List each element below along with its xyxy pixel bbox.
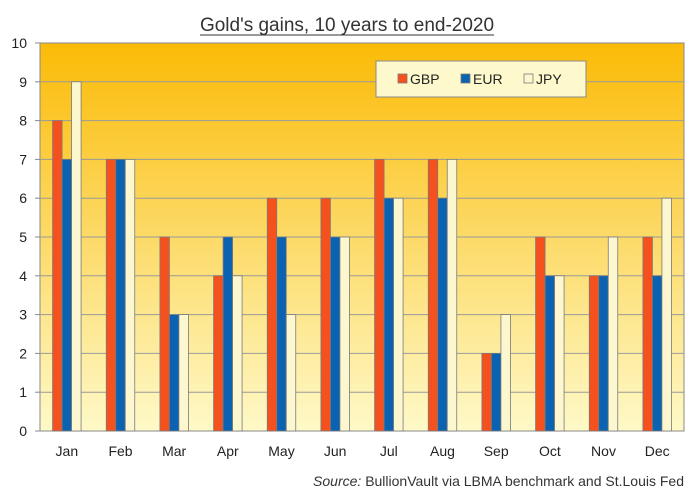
x-tick-label: Nov — [591, 443, 616, 459]
x-tick-label: Jun — [324, 443, 347, 459]
x-tick-label: Apr — [217, 443, 239, 459]
legend-label-jpy: JPY — [536, 71, 562, 87]
bar-jpy-dec — [661, 197, 672, 432]
x-tick-label: Mar — [162, 443, 186, 459]
bar-eur-jul — [383, 197, 394, 432]
legend-swatch-eur — [460, 73, 471, 84]
gridlines — [40, 81, 684, 393]
bar-gbp-jun — [320, 197, 331, 432]
y-tick-label: 10 — [11, 35, 27, 51]
legend-swatch-gbp — [397, 73, 408, 84]
x-tick-label: Aug — [430, 443, 455, 459]
source-note: Source: BullionVault via LBMA benchmark … — [313, 473, 684, 489]
bar-gbp-jan — [52, 120, 63, 432]
y-tick-label: 4 — [19, 268, 27, 284]
source-label: Source: — [313, 473, 361, 489]
bar-eur-oct — [544, 275, 555, 432]
legend-swatch-jpy — [523, 73, 534, 84]
bar-gbp-apr — [213, 275, 224, 432]
x-tick-label: Feb — [108, 443, 132, 459]
bar-jpy-nov — [607, 236, 619, 432]
bar-eur-jan — [61, 158, 72, 432]
bar-eur-aug — [437, 197, 448, 432]
x-tick-label: Jan — [56, 443, 79, 459]
bar-jpy-jun — [339, 236, 350, 432]
bar-jpy-may — [285, 314, 297, 432]
legend-label-gbp: GBP — [410, 71, 440, 87]
bar-jpy-sep — [500, 314, 511, 432]
x-tick-label: Oct — [539, 443, 561, 459]
bar-gbp-aug — [427, 158, 439, 432]
y-tick-label: 8 — [19, 113, 27, 129]
bar-eur-nov — [598, 275, 609, 432]
y-axis-ticks: 0 1 2 3 4 5 6 7 8 9 10 — [11, 35, 40, 439]
bar-eur-feb — [115, 158, 126, 432]
bar-jpy-aug — [446, 158, 458, 432]
bar-gbp-dec — [642, 236, 653, 432]
bar-jpy-jul — [393, 197, 404, 432]
bar-jpy-apr — [232, 275, 243, 432]
y-tick-label: 0 — [19, 423, 27, 439]
bar-gbp-mar — [159, 236, 170, 432]
bar-eur-sep — [491, 352, 502, 432]
y-tick-label: 3 — [19, 307, 27, 323]
legend-label-eur: EUR — [473, 71, 503, 87]
y-tick-label: 9 — [19, 74, 27, 90]
bar-gbp-oct — [535, 236, 546, 432]
x-tick-label: Dec — [645, 443, 670, 459]
bar-eur-mar — [169, 314, 180, 432]
y-tick-label: 1 — [19, 384, 27, 400]
y-tick-label: 7 — [19, 151, 27, 167]
bar-jpy-feb — [124, 158, 136, 432]
bar-eur-jun — [330, 236, 341, 432]
bar-gbp-may — [266, 197, 278, 432]
bar-jpy-oct — [554, 275, 565, 432]
x-axis-ticks: Jan Feb Mar Apr May Jun Jul Aug Sep Oct Nov Dec — [56, 443, 670, 459]
y-tick-label: 5 — [19, 229, 27, 245]
bar-gbp-sep — [481, 352, 492, 432]
legend-box — [375, 60, 587, 98]
bar-gbp-jul — [374, 158, 385, 432]
bar-gbp-nov — [588, 275, 600, 432]
y-tick-label: 2 — [19, 345, 27, 361]
bar-eur-dec — [652, 275, 663, 432]
chart-title: Gold's gains, 10 years to end-2020 — [200, 15, 494, 36]
source-text: BullionVault via LBMA benchmark and St.L… — [365, 473, 684, 489]
bar-eur-apr — [222, 236, 233, 432]
x-tick-label: Jul — [380, 443, 398, 459]
bar-jpy-mar — [178, 314, 189, 432]
bars — [52, 81, 672, 432]
x-tick-label: Sep — [484, 443, 509, 459]
y-tick-label: 6 — [19, 190, 27, 206]
bar-jpy-jan — [71, 81, 82, 432]
bar-eur-may — [276, 236, 287, 432]
legend: GBP EUR JPY — [375, 60, 587, 98]
bar-gbp-feb — [105, 158, 117, 432]
x-tick-label: May — [268, 443, 294, 459]
